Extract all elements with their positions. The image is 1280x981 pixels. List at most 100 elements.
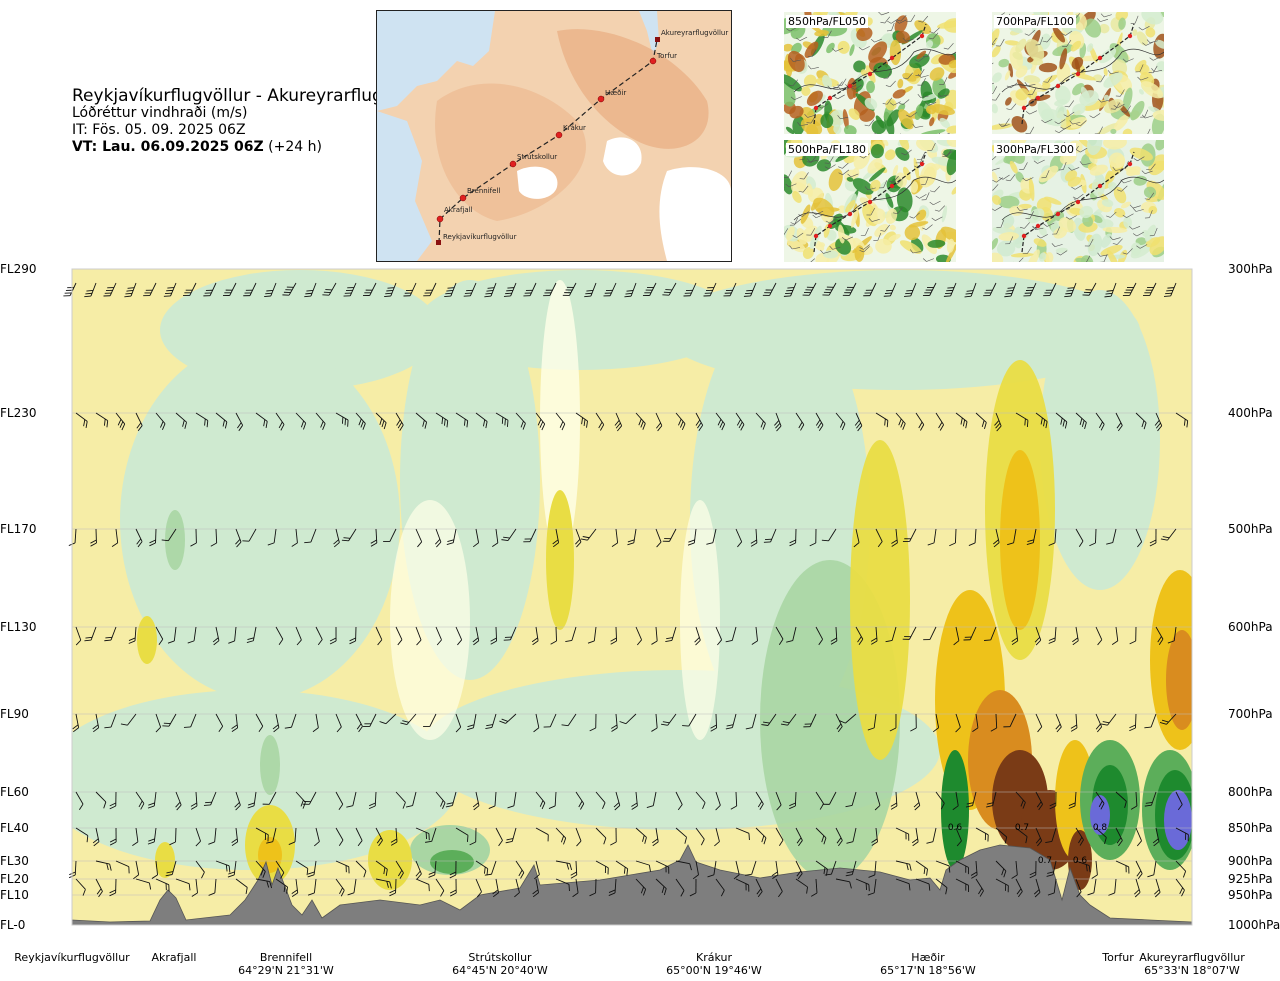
wind-barb xyxy=(434,528,442,548)
wind-barb xyxy=(335,827,344,846)
wind-barb xyxy=(347,878,357,896)
wind-barb xyxy=(515,860,525,879)
wind-barb xyxy=(1043,282,1057,297)
wind-barb xyxy=(288,827,297,845)
wind-barb xyxy=(266,827,277,844)
wind-barb xyxy=(775,791,782,811)
wind-barb xyxy=(92,713,100,733)
wind-barb xyxy=(1075,827,1084,846)
wind-barb xyxy=(915,878,931,891)
wind-barb xyxy=(845,860,857,877)
wind-barb xyxy=(147,791,157,809)
wind-barb xyxy=(735,878,750,892)
wind-barb xyxy=(935,878,948,895)
field-cell xyxy=(850,440,910,760)
wind-barb xyxy=(175,412,187,429)
wind-barb xyxy=(1004,282,1017,298)
wind-barb xyxy=(135,528,143,548)
wind-barb xyxy=(488,791,497,809)
wind-barb xyxy=(631,791,638,810)
wind-barb xyxy=(1135,860,1143,880)
mini-map-850: 850hPa/FL050 xyxy=(784,12,956,134)
wind-barb xyxy=(1175,791,1183,811)
wind-barb xyxy=(355,713,363,733)
map-label-akrafjall: Akrafjall xyxy=(444,206,473,214)
wind-barb xyxy=(104,713,117,729)
wind-barb xyxy=(379,713,397,725)
wind-barb xyxy=(495,827,503,847)
wind-barb xyxy=(635,626,643,646)
wind-barb xyxy=(262,791,277,805)
wind-barb xyxy=(423,713,437,728)
wind-barb xyxy=(1068,791,1077,809)
wind-barb xyxy=(415,528,423,548)
wind-barb xyxy=(503,282,517,297)
wind-barb xyxy=(1035,713,1043,733)
wind-barb xyxy=(1026,528,1037,545)
wind-barb xyxy=(514,878,520,898)
wind-barb xyxy=(952,791,959,811)
wind-barb xyxy=(1175,827,1189,842)
y-tick-label-right: 400hPa xyxy=(1228,406,1273,420)
wind-barb xyxy=(446,528,457,545)
wind-barb xyxy=(84,282,97,298)
wind-barb xyxy=(307,878,317,896)
wind-barb xyxy=(775,626,784,645)
wind-barb xyxy=(1075,860,1091,873)
field-cell xyxy=(120,340,400,700)
valid-time-lead: (+24 h) xyxy=(263,139,322,155)
wind-barb xyxy=(534,860,540,880)
wind-barb xyxy=(375,878,392,889)
wind-barb xyxy=(755,791,764,810)
wind-barb xyxy=(608,878,617,896)
valid-time: VT: Lau. 06.09.2025 06Z (+24 h) xyxy=(72,139,431,156)
wind-barb xyxy=(595,791,606,810)
wind-barb xyxy=(1134,878,1141,898)
wind-barb xyxy=(955,713,961,733)
wind-barb xyxy=(575,791,585,810)
wind-barb xyxy=(871,827,878,846)
wind-barb xyxy=(335,713,342,733)
wind-barb xyxy=(1160,528,1177,541)
wind-barb xyxy=(255,412,268,429)
wind-barb xyxy=(346,791,357,808)
wind-barb xyxy=(341,528,357,542)
wind-barb xyxy=(875,528,883,548)
wind-barb xyxy=(875,412,889,428)
mini-map-700: 700hPa/FL100 xyxy=(992,12,1164,134)
wind-barb xyxy=(375,412,387,430)
wind-barb xyxy=(167,626,177,644)
wind-barb xyxy=(109,878,117,897)
wind-barb xyxy=(215,860,231,873)
wind-barb xyxy=(655,860,670,874)
wind-barb xyxy=(449,878,457,897)
wind-barb xyxy=(1159,713,1177,725)
wind-barb xyxy=(714,827,720,847)
y-tick-label-right: 950hPa xyxy=(1228,888,1273,902)
wind-barb xyxy=(313,827,320,847)
wind-barb xyxy=(1070,713,1078,732)
wind-barb xyxy=(503,626,517,641)
wind-barb xyxy=(795,878,808,894)
plot-frame xyxy=(71,268,1193,926)
wind-barb xyxy=(275,878,288,894)
wind-barb xyxy=(706,528,717,545)
wind-barb xyxy=(405,791,417,808)
wind-barb xyxy=(692,860,699,880)
wind-barb xyxy=(935,791,945,810)
x-tick-name: Akrafjall xyxy=(151,951,197,964)
wind-barb xyxy=(475,860,489,876)
wind-barb xyxy=(830,626,838,645)
mini-map-label: 300hPa/FL300 xyxy=(994,143,1077,156)
wind-barb xyxy=(624,282,637,298)
wind-barb xyxy=(335,412,349,427)
x-tick-label: Hæðir 65°17'N 18°56'W xyxy=(858,951,998,977)
wind-barb xyxy=(403,282,417,297)
mini-map-700-graphic xyxy=(992,12,1164,134)
wind-barb xyxy=(466,713,477,731)
wind-barb xyxy=(562,282,577,296)
x-tick-coord: 64°45'N 20°40'W xyxy=(452,964,548,977)
wind-barb xyxy=(1015,791,1026,809)
wind-barb xyxy=(854,412,863,432)
wind-barb xyxy=(349,626,357,645)
